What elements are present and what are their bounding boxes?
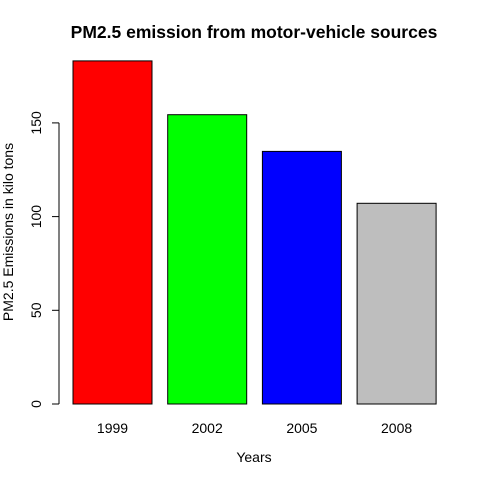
bar-2008 [356, 202, 437, 405]
x-axis-label: Years [236, 449, 271, 465]
y-axis-label: PM2.5 Emissions in kilo tons [0, 143, 16, 321]
bar-2002 [167, 114, 248, 405]
x-tick-label: 2002 [192, 420, 223, 436]
x-tick-label: 2008 [381, 420, 412, 436]
x-tick-label: 1999 [97, 420, 128, 436]
y-tick-label: 100 [28, 205, 44, 229]
x-tick-label: 2005 [286, 420, 317, 436]
chart-title: PM2.5 emission from motor-vehicle source… [71, 22, 438, 42]
bar-1999 [72, 60, 153, 405]
x-tick-labels: 1999 2002 2005 2008 [97, 420, 412, 436]
y-tick-label: 150 [28, 111, 44, 135]
y-tick-label: 50 [28, 302, 44, 318]
bar-2005 [261, 150, 342, 405]
y-tick-label: 0 [28, 400, 44, 408]
y-axis: 0 50 100 150 [28, 111, 60, 408]
bars-group [72, 60, 437, 405]
